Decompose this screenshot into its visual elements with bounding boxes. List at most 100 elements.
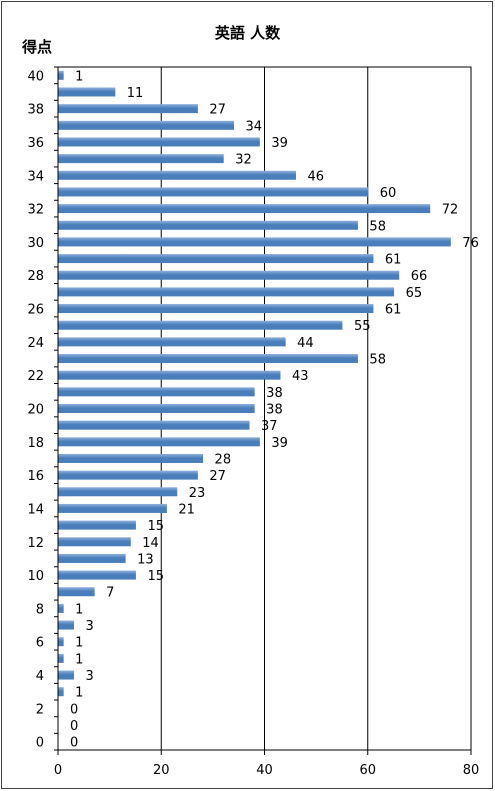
bar — [58, 170, 296, 180]
data-label: 11 — [127, 86, 144, 101]
bar — [58, 420, 250, 430]
data-label: 1 — [75, 686, 83, 701]
bar — [58, 120, 235, 130]
y-tick-label: 22 — [27, 369, 44, 384]
data-label: 46 — [307, 169, 324, 184]
data-label: 61 — [385, 303, 402, 318]
axes: 0 20 40 60 804038363432302826242220181614121… — [27, 66, 480, 778]
bar — [58, 154, 224, 164]
y-tick-label: 36 — [27, 136, 44, 151]
y-tick-label: 32 — [27, 203, 44, 218]
y-tick-label: 34 — [27, 169, 44, 184]
data-label: 61 — [385, 253, 402, 268]
data-labels: 1112734393246607258766166656155445843383… — [70, 69, 479, 750]
data-label: 76 — [462, 236, 479, 251]
data-label: 1 — [75, 602, 83, 617]
bar — [58, 187, 369, 197]
x-tick-label: 60 — [359, 763, 376, 778]
y-tick-label: 24 — [27, 336, 44, 351]
bar — [58, 220, 358, 230]
y-tick-label: 2 — [36, 702, 44, 717]
bar — [58, 470, 198, 480]
y-tick-label: 18 — [27, 436, 44, 451]
x-tick-label: 40 — [256, 763, 273, 778]
bar — [58, 70, 64, 80]
data-label: 66 — [411, 269, 428, 284]
bar — [58, 254, 374, 264]
bar — [58, 87, 116, 97]
data-label: 15 — [147, 569, 164, 584]
chart-title: 英語 人数 — [214, 24, 281, 42]
data-label: 3 — [85, 619, 93, 634]
data-label: 27 — [209, 469, 226, 484]
y-tick-label: 28 — [27, 269, 44, 284]
y-tick-label: 38 — [27, 103, 44, 118]
data-label: 60 — [380, 186, 397, 201]
bar — [58, 237, 451, 247]
data-label: 27 — [209, 103, 226, 118]
bar — [58, 537, 131, 547]
bar — [58, 404, 255, 413]
y-tick-label: 20 — [27, 403, 44, 418]
bar — [58, 620, 74, 630]
y-axis-title: 得点 — [22, 38, 53, 56]
y-tick-label: 30 — [27, 236, 44, 251]
data-label: 37 — [261, 419, 278, 434]
data-label: 15 — [147, 519, 164, 534]
y-tick-label: 10 — [27, 569, 44, 584]
bar — [58, 453, 204, 463]
y-tick-label: 40 — [27, 69, 44, 84]
data-label: 58 — [369, 353, 386, 368]
bar — [58, 437, 260, 447]
data-label: 58 — [369, 219, 386, 234]
y-tick-label: 16 — [27, 469, 44, 484]
data-label: 39 — [271, 436, 288, 451]
data-label: 34 — [246, 119, 263, 134]
bar — [58, 304, 374, 314]
data-label: 7 — [106, 586, 114, 601]
bar — [58, 570, 136, 580]
y-tick-label: 26 — [27, 303, 44, 318]
bar — [58, 553, 126, 563]
data-label: 32 — [235, 153, 252, 168]
bar — [58, 670, 74, 680]
bar — [58, 653, 64, 663]
y-tick-label: 14 — [27, 502, 44, 517]
bar — [58, 337, 286, 347]
data-label: 1 — [75, 652, 83, 667]
bar — [58, 320, 343, 330]
y-tick-label: 12 — [27, 536, 44, 551]
y-tick-label: 6 — [36, 636, 44, 651]
bar — [58, 104, 198, 114]
data-label: 65 — [406, 286, 423, 301]
data-label: 3 — [85, 669, 93, 684]
data-label: 43 — [292, 369, 309, 384]
bar — [58, 687, 64, 697]
data-label: 14 — [142, 536, 159, 551]
bars — [58, 70, 451, 697]
bar — [58, 354, 358, 364]
data-label: 55 — [354, 319, 371, 334]
bar — [58, 587, 95, 597]
bar — [58, 503, 167, 513]
x-tick-label: 20 — [153, 763, 170, 778]
bar — [58, 270, 400, 280]
data-label: 38 — [266, 386, 283, 401]
y-tick-label: 4 — [36, 669, 44, 684]
data-label: 1 — [75, 69, 83, 84]
bar — [58, 370, 281, 380]
bar — [58, 387, 255, 397]
data-label: 0 — [70, 702, 78, 717]
data-label: 21 — [178, 502, 195, 517]
bar — [58, 637, 64, 647]
data-label: 23 — [189, 486, 206, 501]
data-label: 39 — [271, 136, 288, 151]
bar — [58, 520, 136, 530]
bar — [58, 137, 260, 147]
y-tick-label: 0 — [36, 736, 44, 751]
x-tick-label: 80 — [463, 763, 480, 778]
y-tick-label: 8 — [36, 602, 44, 617]
bar — [58, 603, 64, 613]
data-label: 0 — [70, 719, 78, 734]
